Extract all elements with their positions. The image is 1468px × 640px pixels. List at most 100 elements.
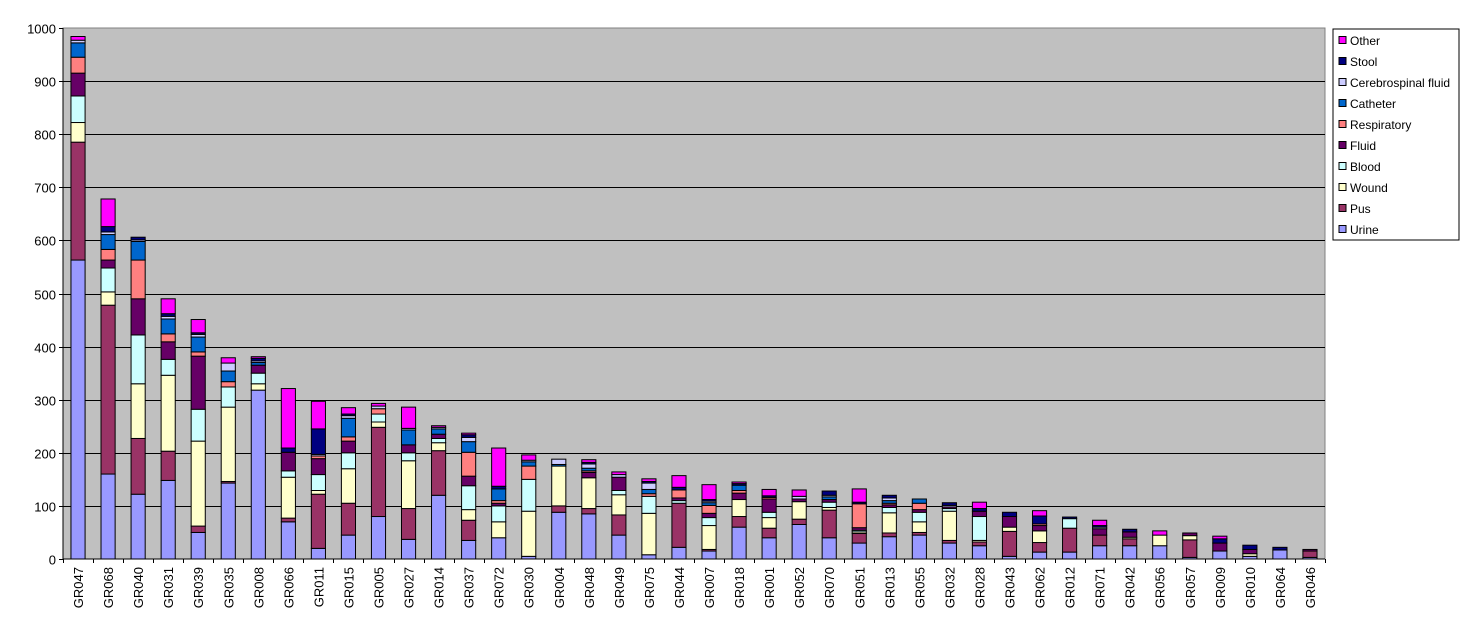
bar-segment-urine — [1122, 545, 1138, 560]
bar-segment-wound — [431, 442, 447, 452]
x-tick-label: GR051 — [852, 567, 867, 608]
bar-segment-wound — [761, 517, 777, 529]
bar-segment-respiratory — [100, 248, 116, 261]
y-tick-label: 400 — [34, 341, 56, 356]
bar-segment-urine — [1062, 551, 1078, 560]
bar-segment-catheter — [641, 488, 657, 495]
bar-stack-gr007 — [701, 484, 717, 560]
bar-segment-catheter — [340, 417, 357, 438]
bar-segment-other — [791, 489, 807, 497]
legend-swatch-wound — [1338, 183, 1347, 191]
bar-segment-fluid — [160, 341, 176, 360]
bar-segment-pus — [1001, 530, 1018, 557]
bar-stack-gr071 — [1092, 519, 1108, 560]
bar-segment-cerebrospinal-fluid — [641, 482, 657, 490]
bar-stack-gr001 — [761, 488, 777, 560]
bar-segment-blood — [370, 413, 387, 423]
y-tick-label: 100 — [34, 500, 56, 515]
bar-segment-fluid — [130, 298, 146, 336]
x-tick-label: GR009 — [1213, 567, 1228, 608]
bar-segment-other — [1152, 530, 1168, 536]
bar-segment-urine — [551, 511, 567, 560]
bar-segment-blood — [160, 358, 176, 376]
y-tick-label: 300 — [34, 394, 56, 409]
bar-stack-gr009 — [1212, 535, 1228, 560]
bar-segment-pus — [1062, 527, 1078, 553]
bar-segment-fluid — [190, 355, 206, 410]
legend-label: Other — [1350, 34, 1380, 48]
bar-segment-urine — [1092, 545, 1108, 560]
bar-segment-respiratory — [461, 451, 477, 477]
bar-segment-wound — [220, 406, 236, 482]
bar-segment-pus — [160, 450, 176, 481]
bar-segment-respiratory — [521, 465, 537, 480]
bar-segment-pus — [1031, 542, 1048, 553]
bar-stack-gr052 — [791, 489, 807, 560]
bar-segment-wound — [1031, 530, 1048, 544]
bar-segment-other — [400, 406, 417, 429]
legend-swatch-stool — [1338, 57, 1347, 65]
bar-segment-wound — [911, 521, 927, 533]
bar-stack-gr049 — [611, 471, 627, 560]
bar-segment-wound — [250, 383, 266, 391]
bar-segment-other — [220, 357, 236, 364]
bar-segment-wound — [310, 490, 326, 495]
bar-segment-urine — [581, 513, 597, 560]
bar-stack-gr051 — [851, 488, 867, 560]
x-tick-label: GR004 — [552, 567, 567, 608]
bar-segment-other — [971, 501, 988, 510]
bar-segment-other — [250, 356, 266, 359]
bar-segment-stool — [821, 490, 837, 496]
bar-segment-urine — [70, 259, 86, 560]
bar-segment-wound — [551, 465, 567, 507]
bar-segment-fluid — [701, 512, 717, 519]
bar-segment-pus — [1182, 539, 1198, 558]
x-tick-label: GR013 — [882, 567, 897, 608]
bar-segment-other — [310, 400, 326, 430]
bar-stack-gr013 — [881, 494, 897, 560]
legend-label: Respiratory — [1350, 118, 1411, 132]
bar-segment-stool — [881, 494, 897, 499]
bar-segment-pus — [731, 516, 747, 528]
bar-segment-fluid — [1001, 516, 1018, 528]
y-tick-label: 900 — [34, 75, 56, 90]
bar-segment-urine — [340, 534, 357, 560]
bar-segment-other — [491, 447, 507, 487]
x-tick-label: GR018 — [732, 567, 747, 608]
bar-segment-urine — [641, 554, 657, 560]
bar-segment-respiratory — [160, 333, 176, 343]
bar-segment-other — [370, 402, 387, 407]
bar-segment-blood — [821, 501, 837, 508]
bar-segment-other — [701, 484, 717, 501]
bar-segment-other — [190, 319, 206, 334]
bar-segment-pus — [100, 304, 116, 475]
bar-segment-catheter — [521, 461, 537, 467]
bar-segment-cerebrospinal-fluid — [551, 458, 567, 465]
bar-segment-pus — [280, 517, 296, 523]
bar-stack-gr004 — [551, 458, 567, 560]
bar-segment-urine — [431, 494, 447, 560]
bar-segment-pus — [551, 505, 567, 513]
bar-segment-urine — [280, 521, 296, 560]
bar-segment-fluid — [70, 72, 86, 97]
bar-segment-pus — [310, 493, 326, 549]
bar-segment-pus — [130, 437, 146, 495]
y-tick-label: 800 — [34, 128, 56, 143]
x-tick-label: GR066 — [281, 567, 296, 608]
x-tick-label: GR032 — [942, 567, 957, 608]
bar-segment-pus — [1122, 538, 1138, 547]
x-tick-label: GR062 — [1033, 567, 1048, 608]
bar-segment-fluid — [310, 458, 326, 476]
bar-segment-urine — [220, 482, 236, 560]
bar-segment-wound — [521, 510, 537, 557]
x-tick-label: GR035 — [221, 567, 236, 608]
bar-segment-urine — [1152, 545, 1168, 560]
bar-segment-blood — [881, 506, 897, 514]
bar-segment-fluid — [100, 259, 116, 269]
bar-segment-pus — [761, 527, 777, 539]
x-tick-label: GR044 — [672, 567, 687, 608]
bar-segment-blood — [220, 386, 236, 408]
x-tick-label: GR010 — [1243, 567, 1258, 608]
bar-segment-wound — [731, 499, 747, 518]
bar-segment-other — [1092, 519, 1108, 527]
